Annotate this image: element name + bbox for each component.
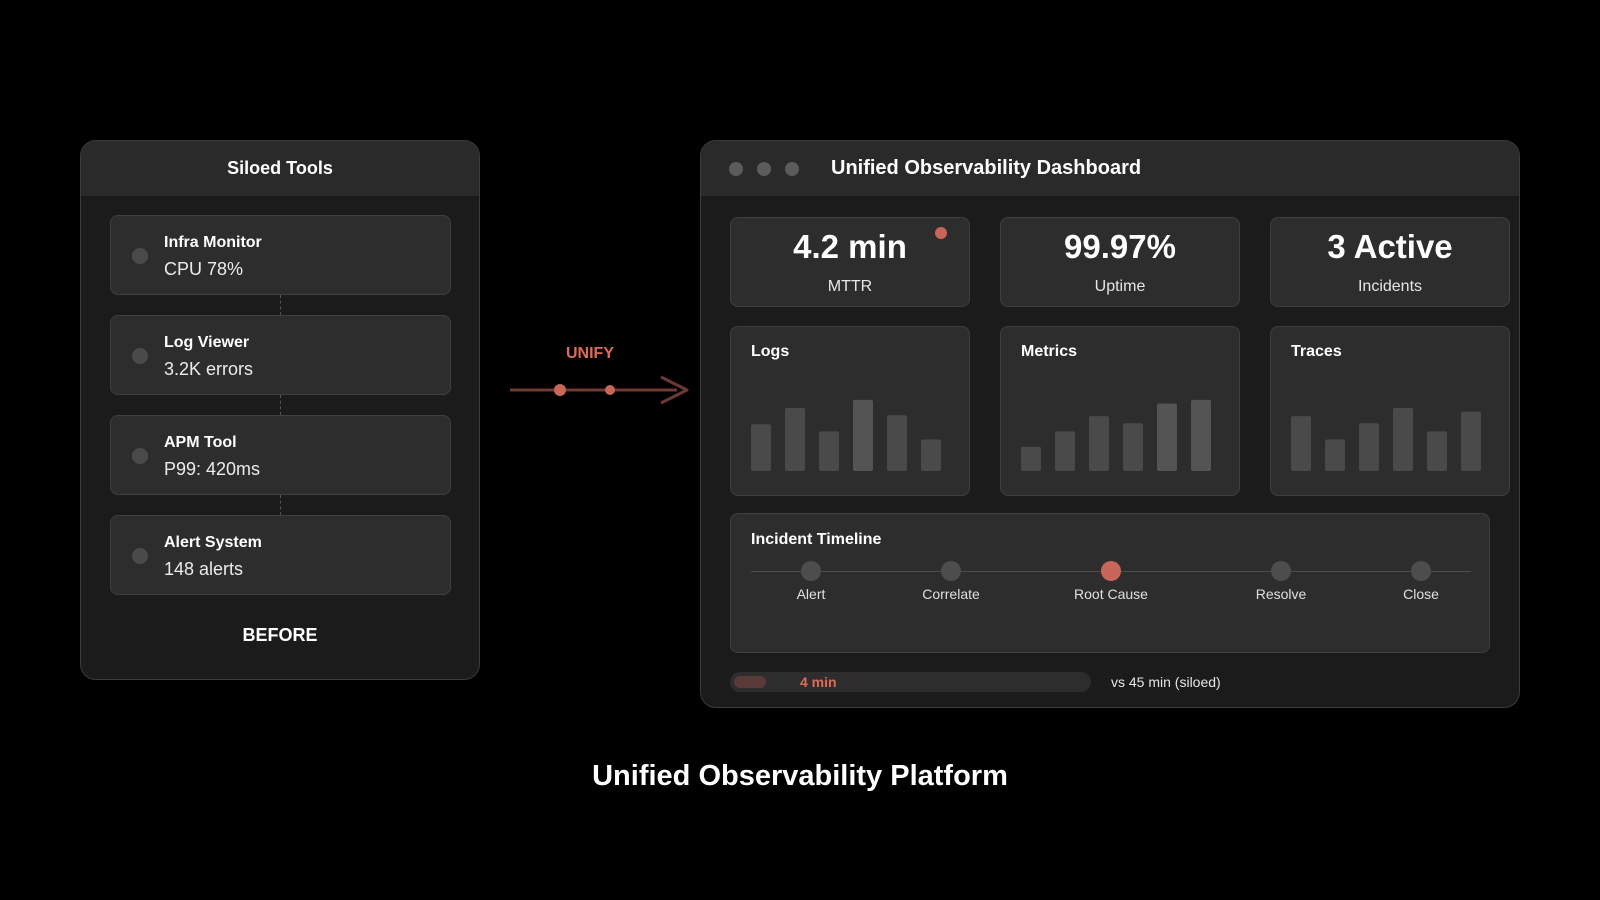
chart-bar [751, 424, 771, 471]
chart-card-metrics[interactable]: Metrics [1000, 326, 1240, 496]
chart-title: Logs [751, 343, 790, 360]
chart-title: Traces [1291, 343, 1342, 360]
stat-value: 4.2 min [793, 228, 907, 265]
chart-bar [785, 408, 805, 471]
timeline-step-label: Resolve [1255, 586, 1307, 602]
traces-bar-chart [1291, 408, 1481, 471]
unify-label: UNIFY [566, 345, 614, 362]
tool-name: Infra Monitor [164, 234, 262, 251]
chart-bar [1461, 411, 1481, 471]
resolution-progress-bar: 4 min [730, 672, 1091, 692]
tool-card-infra-monitor[interactable]: Infra Monitor CPU 78% [110, 215, 451, 295]
dashboard-titlebar: Unified Observability Dashboard [701, 141, 1519, 196]
flow-dot [605, 385, 615, 395]
incident-timeline: Incident Timeline Alert Correlate Root C… [730, 513, 1490, 653]
tool-value: 148 alerts [164, 559, 244, 579]
stat-card-incidents[interactable]: 3 Active Incidents [1270, 217, 1510, 307]
timeline-dot-icon [801, 561, 821, 581]
tool-value: P99: 420ms [164, 459, 261, 479]
status-dot-icon [132, 248, 148, 264]
timeline-title: Incident Timeline [751, 531, 882, 548]
tool-card-alert-system[interactable]: Alert System 148 alerts [110, 515, 451, 595]
chart-bar [1291, 416, 1311, 471]
chart-bar [853, 399, 873, 471]
tool-value: 3.2K errors [164, 359, 254, 379]
stat-label: Incidents [1357, 278, 1423, 295]
timeline-dot-icon [941, 561, 961, 581]
chart-bar [1393, 408, 1413, 471]
status-dot-icon [132, 348, 148, 364]
window-minimize-dot-icon[interactable] [757, 162, 771, 176]
timeline-dot-icon [1411, 561, 1431, 581]
chart-bar [1123, 423, 1143, 471]
alert-dot-icon [935, 227, 947, 239]
dashboard-title: Unified Observability Dashboard [831, 157, 1142, 179]
timeline-step-resolve[interactable]: Resolve [1221, 561, 1341, 602]
connector-line [280, 495, 281, 515]
flow-dot [554, 384, 566, 396]
before-label: BEFORE [242, 625, 318, 645]
status-dot-icon [132, 448, 148, 464]
chart-bar [1325, 439, 1345, 471]
connector-line [280, 395, 281, 415]
chart-bar [819, 431, 839, 471]
connector-line [280, 295, 281, 315]
timeline-step-label: Correlate [922, 586, 980, 602]
timeline-dot-icon [1271, 561, 1291, 581]
timeline-step-close[interactable]: Close [1361, 561, 1481, 602]
tool-name: Log Viewer [164, 334, 250, 351]
metrics-bar-chart [1021, 399, 1211, 471]
comparison-text: vs 45 min (siloed) [1111, 674, 1221, 690]
tool-name: Alert System [164, 534, 262, 551]
chart-title: Metrics [1021, 343, 1078, 360]
chart-bar [1157, 403, 1177, 471]
chart-bar [1191, 399, 1211, 471]
chart-bar [887, 415, 907, 471]
timeline-step-label: Alert [796, 586, 826, 602]
stat-label: MTTR [827, 278, 873, 295]
progress-fill [734, 676, 766, 688]
chart-bar [1359, 423, 1379, 471]
chart-card-logs[interactable]: Logs [730, 326, 970, 496]
timeline-step-correlate[interactable]: Correlate [891, 561, 1011, 602]
siloed-tools-panel: Siloed Tools Infra Monitor CPU 78% Log V… [80, 140, 480, 680]
tool-name: APM Tool [164, 434, 237, 451]
timeline-step-label: Root Cause [1074, 586, 1148, 602]
stat-card-mttr[interactable]: 4.2 min MTTR [730, 217, 970, 307]
window-maximize-dot-icon[interactable] [785, 162, 799, 176]
timeline-step-alert[interactable]: Alert [751, 561, 871, 602]
timeline-step-label: Close [1403, 586, 1439, 602]
stat-value: 99.97% [1064, 228, 1176, 265]
stat-label: Uptime [1094, 278, 1146, 295]
siloed-tools-title: Siloed Tools [81, 141, 479, 196]
chart-bar [1089, 416, 1109, 471]
chart-bar [1055, 431, 1075, 471]
logs-bar-chart [751, 399, 941, 471]
stat-value: 3 Active [1327, 228, 1453, 265]
tool-value: CPU 78% [164, 259, 244, 279]
page-caption: Unified Observability Platform [592, 760, 1008, 792]
status-dot-icon [132, 548, 148, 564]
timeline-step-root-cause[interactable]: Root Cause [1051, 561, 1171, 602]
tool-card-log-viewer[interactable]: Log Viewer 3.2K errors [110, 315, 451, 395]
dashboard-window: Unified Observability Dashboard 4.2 min … [700, 140, 1520, 708]
stat-card-uptime[interactable]: 99.97% Uptime [1000, 217, 1240, 307]
timeline-dot-active-icon [1101, 561, 1121, 581]
unify-arrow-icon [510, 375, 689, 405]
chart-bar [921, 439, 941, 471]
tool-card-apm-tool[interactable]: APM Tool P99: 420ms [110, 415, 451, 495]
window-close-dot-icon[interactable] [729, 162, 743, 176]
chart-bar [1021, 446, 1041, 471]
progress-label: 4 min [800, 674, 837, 690]
chart-bar [1427, 431, 1447, 471]
chart-card-traces[interactable]: Traces [1270, 326, 1510, 496]
